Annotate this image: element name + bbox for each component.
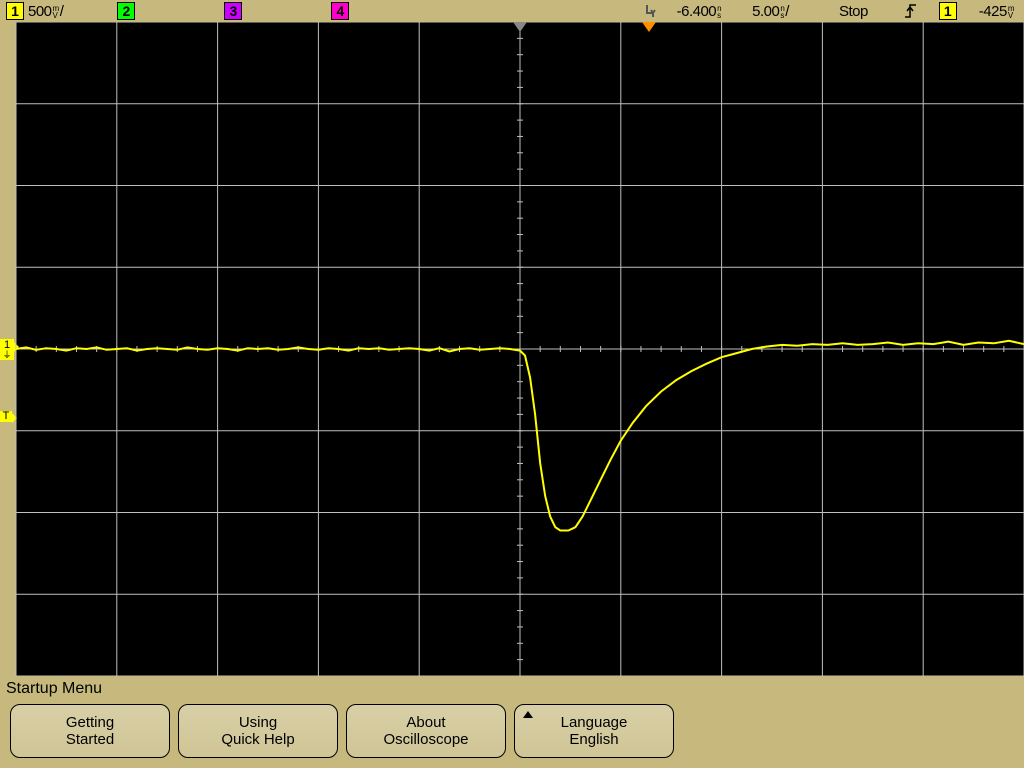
softkey-2-line2: Quick Help (221, 731, 294, 748)
softkey-1[interactable]: GettingStarted (10, 704, 170, 758)
time-offset[interactable]: -6.400ns (670, 0, 726, 22)
waveform-display: 1⏚T (0, 22, 1024, 676)
softkey-menu-bar: Startup Menu GettingStartedUsingQuick He… (0, 676, 1024, 768)
softkey-3[interactable]: AboutOscilloscope (346, 704, 506, 758)
run-state[interactable]: Stop (832, 0, 871, 22)
channel-4-indicator[interactable]: 4 (325, 0, 352, 22)
channel-4-badge: 4 (331, 2, 349, 20)
trigger-ref-icon (642, 0, 664, 22)
channel-1-badge: 1 (6, 2, 24, 20)
top-status-bar: 1500mV/234-6.400ns5.00ns/Stop1-425mV (0, 0, 1024, 22)
channel-1-vdiv: 500mV/ (24, 3, 63, 20)
softkey-3-line2: Oscilloscope (383, 731, 468, 748)
softkey-4-line2: English (569, 731, 618, 748)
softkey-4-line1: Language (561, 714, 628, 731)
trigger-level[interactable]: -425mV (972, 0, 1018, 22)
menu-title: Startup Menu (4, 678, 1020, 704)
popup-indicator-icon (523, 711, 533, 718)
softkey-2-line1: Using (239, 714, 277, 731)
softkey-2[interactable]: UsingQuick Help (178, 704, 338, 758)
channel-1-indicator[interactable]: 1500mV/ (0, 0, 66, 22)
channel-2-indicator[interactable]: 2 (111, 0, 138, 22)
softkey-row: GettingStartedUsingQuick HelpAboutOscill… (4, 704, 1020, 758)
trigger-edge-icon[interactable] (901, 0, 921, 22)
trigger-source[interactable]: 1 (933, 0, 960, 22)
channel-3-indicator[interactable]: 3 (218, 0, 245, 22)
softkey-1-line1: Getting (66, 714, 114, 731)
time-reference-indicator[interactable] (513, 22, 527, 32)
trigger-position-indicator[interactable] (642, 22, 656, 32)
softkey-4[interactable]: LanguageEnglish (514, 704, 674, 758)
softkey-1-line2: Started (66, 731, 114, 748)
channel-3-badge: 3 (224, 2, 242, 20)
channel-2-badge: 2 (117, 2, 135, 20)
scope-grid-svg (0, 22, 1024, 676)
softkey-3-line1: About (406, 714, 445, 731)
time-div[interactable]: 5.00ns/ (745, 0, 792, 22)
